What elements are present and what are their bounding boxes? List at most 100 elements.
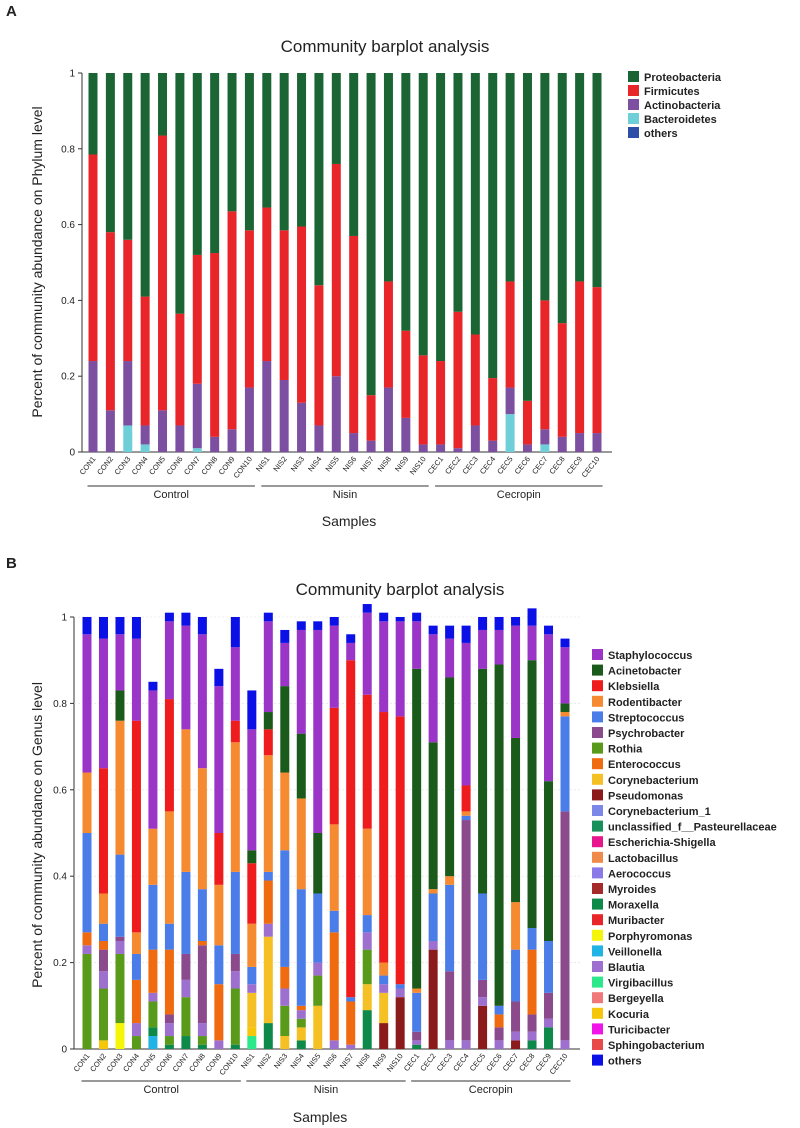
y-tick-label: 0.4 (61, 296, 75, 307)
bar-segment-proteobacteria-cec5 (505, 73, 515, 282)
bar-segment-moraxella-con7 (181, 1036, 191, 1049)
bar-segment-firmicutes-cec1 (436, 361, 446, 445)
bar-segment-proteobacteria-cec7 (540, 73, 550, 301)
bar-segment-staphylococcus-con3 (115, 634, 125, 691)
bar-segment-blautia-cec6 (494, 1040, 504, 1049)
group-label: Cecropin (497, 489, 541, 501)
bar-segment-rodentibacter-nis4 (296, 798, 306, 890)
bar-segment-rothia-con8 (197, 1036, 207, 1045)
bar-segment-enterococcus-con4 (131, 979, 141, 1024)
bar-segment-proteobacteria-nis7 (366, 73, 376, 396)
bar-segment-others-cec5 (478, 617, 488, 630)
bar-segment-moraxella-con10 (230, 1044, 240, 1049)
x-tick-label: NIS4 (306, 455, 323, 474)
bar-segment-enterococcus-nis3 (280, 966, 290, 989)
bar-segment-klebsiella-con6 (164, 699, 174, 812)
bar-segment-streptococcus-nis1 (247, 966, 257, 985)
legend-swatch (592, 680, 603, 692)
legend-swatch (592, 883, 603, 894)
x-tick-label: CON3 (112, 455, 132, 477)
bar-segment-firmicutes-nis10 (418, 355, 428, 445)
legend-swatch (592, 851, 603, 863)
bar-segment-klebsiella-nis9 (379, 712, 389, 963)
bar-segment-rodentibacter-con8 (197, 768, 207, 890)
legend-label: Pseudomonas (608, 790, 683, 802)
legend-label: Rothia (608, 744, 643, 756)
legend-swatch (592, 742, 603, 754)
bar-segment-acinetobacter-cec8 (527, 660, 537, 929)
panel-a-title: Community barplot analysis (281, 37, 490, 56)
bar-segment-corynebacterium-nis5 (313, 1005, 323, 1049)
bar-segment-enterococcus-nis6 (329, 932, 339, 1041)
legend-swatch (592, 914, 603, 926)
bar-segment-staphylococcus-nis9 (379, 621, 389, 713)
bar-segment-firmicutes-cec4 (488, 378, 498, 441)
bar-segment-staphylococcus-nis1 (247, 729, 257, 851)
bar-segment-actinobacteria-con2 (105, 410, 115, 452)
bar-segment-staphylococcus-con2 (98, 638, 108, 769)
bar-segment-blautia-cec5 (478, 997, 488, 1006)
x-tick-label: CON7 (182, 455, 202, 477)
bar-segment-blautia-nis6 (329, 1040, 339, 1049)
bar-segment-psychrobacter-cec4 (461, 820, 471, 1041)
bar-segment-rothia-nis8 (362, 949, 372, 985)
x-tick-label: CEC1 (426, 455, 445, 476)
bar-segment-klebsiella-con2 (98, 768, 108, 894)
bar-segment-rothia-con1 (82, 953, 92, 1049)
bar-segment-moraxella-nis4 (296, 1040, 306, 1049)
bar-segment-actinobacteria-cec2 (453, 448, 463, 452)
bar-segment-acinetobacter-cec5 (478, 668, 488, 894)
x-tick-label: CEC5 (468, 1052, 487, 1073)
bar-segment-others-nis1 (247, 690, 257, 730)
bar-segment-blautia-cec8 (527, 1031, 537, 1041)
bar-segment-streptococcus-cec3 (445, 884, 455, 972)
bar-segment-psychrobacter-con8 (197, 945, 207, 1024)
bar-segment-firmicutes-con4 (140, 296, 150, 426)
panel-a-bars (88, 73, 602, 452)
bar-segment-firmicutes-nis7 (366, 395, 376, 441)
bar-segment-streptococcus-nis3 (280, 850, 290, 967)
bar-segment-staphylococcus-nis10 (395, 621, 405, 717)
x-tick-label: CON5 (138, 1052, 158, 1074)
bar-segment-others-cec4 (461, 625, 471, 643)
bar-segment-acinetobacter-con3 (115, 690, 125, 721)
legend-label: Moraxella (608, 900, 660, 912)
legend-swatch (628, 113, 639, 124)
bar-segment-blautia-con1 (82, 945, 92, 954)
bar-segment-streptococcus-nis10 (395, 984, 405, 989)
bar-segment-proteobacteria-cec4 (488, 73, 498, 379)
bar-segment-rodentibacter-nis6 (329, 824, 339, 911)
bar-segment-others-nis9 (379, 612, 389, 622)
x-tick-label: CON8 (187, 1052, 207, 1074)
legend-label: Klebsiella (608, 681, 660, 693)
bar-segment-rodentibacter-con9 (214, 884, 224, 946)
bar-segment-corynebacterium-nis9 (379, 992, 389, 1024)
bar-segment-rodentibacter-nis9 (379, 962, 389, 976)
y-tick-label: 0.4 (53, 872, 67, 883)
bar-segment-rodentibacter-con2 (98, 893, 108, 924)
bar-segment-firmicutes-nis4 (314, 285, 324, 426)
legend-swatch (592, 929, 603, 941)
bar-segment-enterococcus-con9 (214, 984, 224, 1041)
bar-segment-actinobacteria-con7 (192, 383, 202, 449)
bar-segment-enterococcus-con8 (197, 941, 207, 946)
x-tick-label: CEC8 (517, 1052, 536, 1073)
bar-segment-corynebacterium-nis3 (280, 1036, 290, 1049)
bar-segment-psychrobacter-con3 (115, 936, 125, 941)
y-tick-label: 0 (61, 1045, 67, 1056)
bar-segment-corynebacterium-nis4 (296, 1027, 306, 1041)
bar-segment-others-cec2 (428, 625, 438, 635)
bar-segment-others-nis7 (346, 634, 356, 643)
legend-swatch (592, 836, 603, 848)
bar-segment-staphylococcus-con9 (214, 686, 224, 833)
bar-segment-actinobacteria-nis1 (262, 361, 272, 452)
bar-segment-proteobacteria-con8 (210, 73, 220, 254)
bar-segment-enterococcus-cec6 (494, 1014, 504, 1028)
bar-segment-streptococcus-cec7 (511, 949, 521, 1002)
bar-segment-streptococcus-cec10 (560, 716, 570, 812)
panel-a-group-labels: Control Nisin Cecropin (87, 485, 603, 501)
x-tick-label: NIS1 (239, 1052, 256, 1071)
bar-segment-staphylococcus-con10 (230, 647, 240, 721)
bar-segment-proteobacteria-cec10 (592, 73, 602, 288)
x-tick-label: CEC3 (435, 1052, 454, 1073)
